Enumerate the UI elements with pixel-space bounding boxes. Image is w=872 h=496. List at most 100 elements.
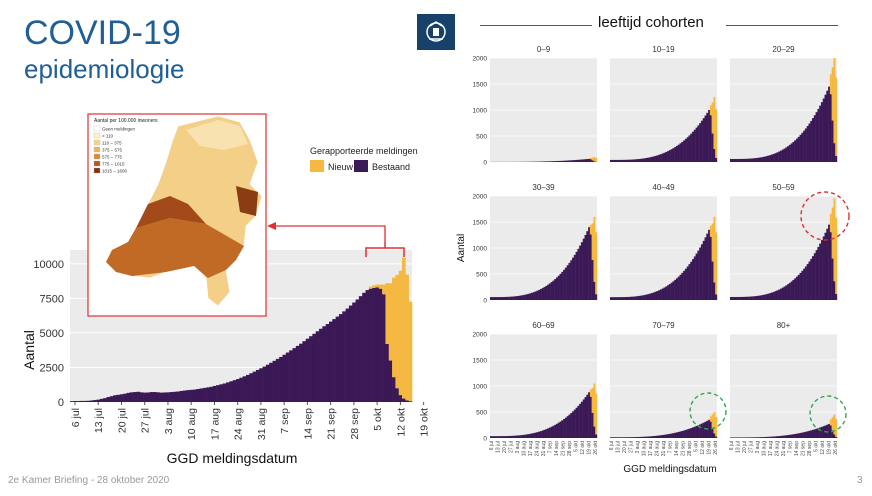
map-legend-title: Aantal per 100.000 inwoners bbox=[94, 118, 158, 124]
main-x-tick-label: 7 sep bbox=[279, 408, 291, 434]
facet-bar-bestaand bbox=[545, 285, 548, 300]
facet-bar-bestaand bbox=[613, 437, 616, 438]
bar-bestaand bbox=[156, 392, 160, 402]
facet-bar-bestaand bbox=[638, 158, 641, 162]
facet-bar-bestaand bbox=[559, 160, 562, 162]
bar-bestaand bbox=[136, 391, 141, 402]
facet-bar-nieuw bbox=[713, 97, 716, 149]
bar-bestaand bbox=[202, 387, 207, 402]
facet-bar-bestaand bbox=[799, 432, 802, 438]
facet-bar-bestaand bbox=[788, 282, 791, 300]
facet-bar-bestaand bbox=[538, 289, 541, 300]
bar-bestaand bbox=[139, 392, 144, 402]
facet-bar-bestaand bbox=[688, 135, 691, 162]
bar-nieuw bbox=[402, 257, 406, 399]
facet-bar-bestaand bbox=[746, 158, 749, 162]
facet-bar-bestaand bbox=[674, 432, 677, 438]
bar-bestaand bbox=[162, 392, 167, 402]
facet-bar-bestaand bbox=[568, 414, 571, 438]
bar-bestaand bbox=[126, 392, 131, 402]
bar-bestaand bbox=[232, 380, 237, 402]
facet-panels: 0–9 0 500 1000 1500 2000 10–19 20–29 30–39 0 500 10… bbox=[473, 45, 839, 456]
facet-bar-bestaand bbox=[638, 436, 641, 438]
facet-bar-bestaand bbox=[738, 437, 741, 438]
facet-bar-bestaand bbox=[824, 232, 827, 300]
bar-bestaand bbox=[392, 377, 396, 402]
facet-bar-bestaand bbox=[615, 437, 618, 438]
facet-bar-bestaand bbox=[810, 430, 813, 438]
facet-bar-bestaand bbox=[626, 437, 629, 438]
facet-bar-bestaand bbox=[753, 158, 756, 162]
bar-bestaand bbox=[199, 388, 204, 402]
main-x-ticks: 6 jul 13 jul 20 jul 27 jul 3 aug 10 aug 17 aug… bbox=[70, 402, 430, 440]
new-period-bracket bbox=[365, 242, 405, 257]
bar-bestaand bbox=[176, 391, 180, 402]
main-x-tick-label: 6 jul bbox=[70, 408, 82, 427]
facet-bar-bestaand bbox=[795, 276, 798, 300]
facet-bar-bestaand bbox=[697, 425, 700, 438]
bar-bestaand bbox=[335, 316, 340, 402]
facet-bar-bestaand bbox=[651, 156, 653, 162]
facet-bar-bestaand bbox=[785, 435, 788, 438]
facet-bar-bestaand bbox=[570, 260, 573, 300]
facet-bar-bestaand bbox=[591, 160, 594, 162]
facet-bar-bestaand bbox=[688, 428, 691, 438]
facet-x-tick-label: 17 aug bbox=[768, 441, 774, 457]
facet-bar-bestaand bbox=[555, 277, 558, 300]
facet-panel: 10–19 bbox=[610, 45, 718, 163]
facet-bar-bestaand bbox=[579, 403, 582, 438]
facet-bar-bestaand bbox=[744, 296, 747, 300]
facet-x-tick-label: 5 okt bbox=[694, 440, 700, 451]
facet-bar-bestaand bbox=[554, 161, 557, 162]
bar-bestaand bbox=[285, 352, 290, 402]
bar-bestaand bbox=[402, 398, 406, 402]
map-legend-swatch bbox=[93, 167, 101, 174]
bar-bestaand bbox=[189, 389, 194, 402]
facet-bar-bestaand bbox=[568, 262, 571, 300]
bar-bestaand bbox=[70, 401, 74, 402]
facet-x-tick-label: 10 aug bbox=[642, 441, 648, 457]
facet-bar-bestaand bbox=[557, 160, 560, 162]
legend-label-bestaand: Bestaand bbox=[372, 162, 410, 172]
facet-bar-bestaand bbox=[677, 276, 680, 300]
facet-x-tick-label: 5 okt bbox=[814, 440, 820, 451]
facet-bar-bestaand bbox=[819, 243, 822, 300]
facet-bar-bestaand bbox=[507, 435, 510, 438]
bar-bestaand bbox=[113, 395, 117, 402]
facet-bar-bestaand bbox=[656, 435, 659, 438]
facet-y-tick-label: 1500 bbox=[473, 82, 488, 89]
facet-bar-bestaand bbox=[543, 161, 546, 162]
facet-bar-bestaand bbox=[634, 296, 637, 300]
facet-bar-bestaand bbox=[573, 254, 576, 300]
facet-bar-bestaand bbox=[561, 160, 564, 162]
facet-x-tick-label: 26 okt bbox=[833, 440, 839, 454]
facet-bar-bestaand bbox=[580, 159, 583, 162]
facet-bar-bestaand bbox=[633, 296, 636, 300]
facet-bar-bestaand bbox=[675, 278, 678, 300]
facet-bar-bestaand bbox=[758, 157, 761, 162]
facet-y-tick-label: 500 bbox=[476, 410, 487, 417]
facet-bar-bestaand bbox=[677, 431, 680, 438]
facet-bar-bestaand bbox=[684, 429, 687, 438]
facet-bar-bestaand bbox=[500, 436, 503, 438]
facet-x-tick-label: 28 sep bbox=[807, 441, 813, 456]
facet-bar-bestaand bbox=[778, 436, 781, 438]
facet-bar-bestaand bbox=[672, 148, 675, 162]
facet-bar-bestaand bbox=[772, 436, 775, 438]
bar-bestaand bbox=[408, 401, 413, 402]
facet-bar-bestaand bbox=[772, 291, 775, 300]
facet-bar-bestaand bbox=[781, 287, 784, 300]
facet-bar-bestaand bbox=[498, 297, 501, 300]
bar-nieuw bbox=[398, 270, 403, 396]
bar-bestaand bbox=[355, 299, 360, 402]
facet-bar-bestaand bbox=[794, 140, 797, 162]
facet-bar-bestaand bbox=[615, 297, 618, 300]
facet-bar-bestaand bbox=[541, 430, 544, 438]
facet-bar-bestaand bbox=[586, 159, 589, 162]
facet-panel-title: 10–19 bbox=[652, 45, 675, 54]
facet-bar-bestaand bbox=[801, 432, 804, 438]
facet-bar-bestaand bbox=[636, 159, 639, 162]
bar-nieuw bbox=[392, 277, 396, 378]
facet-bar-bestaand bbox=[522, 295, 525, 300]
facet-bar-bestaand bbox=[731, 158, 734, 162]
